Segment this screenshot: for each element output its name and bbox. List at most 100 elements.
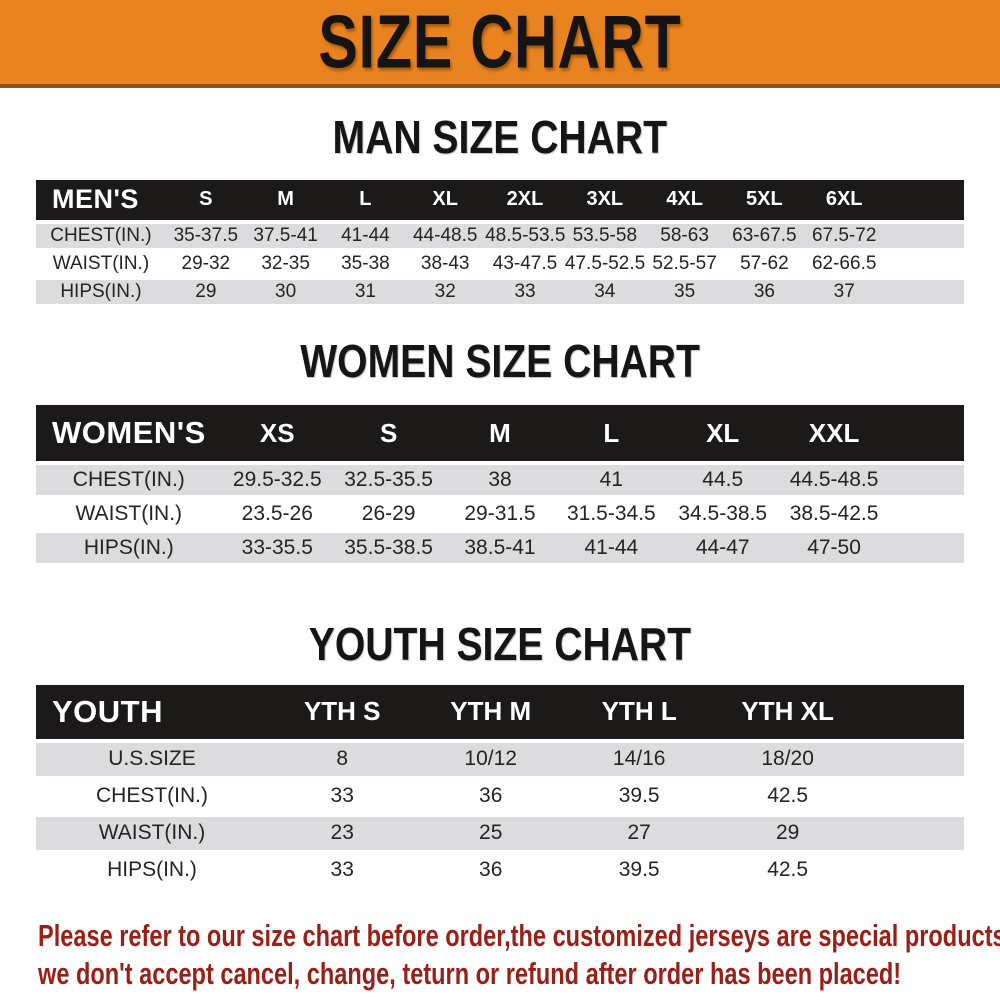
- size-value: 38-43: [405, 251, 486, 276]
- size-value: 34.5-38.5: [667, 499, 779, 530]
- row-filler-cell: [884, 279, 964, 304]
- size-value: 23.5-26: [221, 499, 333, 530]
- size-value: 39.5: [564, 853, 714, 887]
- row-filler-cell: [889, 465, 964, 496]
- banner: SIZE CHART: [0, 0, 1000, 88]
- size-column-header: M: [444, 405, 556, 462]
- size-value: 47.5-52.5: [564, 251, 646, 276]
- size-value: 58-63: [644, 223, 725, 248]
- size-value: 25: [416, 816, 565, 850]
- size-value: 36: [724, 279, 805, 304]
- women-size-chart-section: WOMEN SIZE CHART WOMEN'S XS S M L XL XXL CHEST(…: [0, 335, 1000, 568]
- banner-title: SIZE CHART: [318, 0, 682, 84]
- measurement-label: CHEST(IN.): [36, 779, 268, 813]
- size-column-header: XL: [405, 179, 486, 220]
- size-value: 41: [555, 465, 668, 496]
- size-column-header: M: [245, 179, 326, 220]
- size-value: 47-50: [778, 533, 890, 564]
- measurement-label: HIPS(IN.): [36, 853, 268, 887]
- table-group-label: MEN'S: [36, 179, 166, 220]
- size-value: 8: [268, 742, 417, 776]
- header-filler-cell: [889, 405, 964, 462]
- youth-size-table: YOUTH YTH S YTH M YTH L YTH XL U.S.SIZE 8 10/12…: [36, 681, 964, 891]
- size-row: WAIST(IN.) 23.5-26 26-29 29-31.5 31.5-34.5 34…: [36, 499, 964, 530]
- size-value: 35.5-38.5: [332, 533, 445, 564]
- size-value: 38: [444, 465, 556, 496]
- size-row: WAIST(IN.) 29-32 32-35 35-38 38-43 43-47.5 47.…: [36, 251, 964, 276]
- size-row: HIPS(IN.) 33 36 39.5 42.5: [36, 853, 964, 887]
- size-column-header: 5XL: [724, 179, 805, 220]
- man-size-table: MEN'S S M L XL 2XL 3XL 4XL 5XL 6XL CHEST(IN.) 35-37…: [36, 176, 964, 308]
- measurement-label: WAIST(IN.): [36, 499, 222, 530]
- size-value: 31: [325, 279, 406, 304]
- size-row: U.S.SIZE 8 10/12 14/16 18/20: [36, 742, 964, 776]
- size-value: 44-47: [667, 533, 779, 564]
- youth-size-chart-title: YOUTH SIZE CHART: [308, 618, 692, 671]
- size-column-header: XXL: [778, 405, 890, 462]
- size-column-header: YTH M: [416, 684, 565, 739]
- size-value: 18/20: [713, 742, 862, 776]
- size-value: 41-44: [325, 223, 406, 248]
- size-value: 29-32: [165, 251, 246, 276]
- size-value: 32-35: [245, 251, 326, 276]
- disclaimer-line-2: we don't accept cancel, change, teturn o…: [38, 955, 902, 991]
- man-size-chart-section: MAN SIZE CHART MEN'S S M L XL 2XL 3XL 4XL 5XL 6XL…: [0, 111, 1000, 308]
- size-value: 35-38: [325, 251, 406, 276]
- row-filler-cell: [884, 251, 964, 276]
- header-row: YOUTH YTH S YTH M YTH L YTH XL: [36, 684, 964, 739]
- size-row: WAIST(IN.) 23 25 27 29: [36, 816, 964, 850]
- header-filler-cell: [884, 179, 964, 220]
- size-value: 32: [405, 279, 486, 304]
- table-group-label: WOMEN'S: [36, 405, 222, 462]
- size-value: 33: [268, 779, 417, 813]
- measurement-label: WAIST(IN.): [36, 251, 166, 276]
- size-value: 23: [268, 816, 417, 850]
- row-filler-cell: [889, 499, 964, 530]
- measurement-label: WAIST(IN.): [36, 816, 268, 850]
- size-value: 42.5: [713, 779, 862, 813]
- size-column-header: 4XL: [644, 179, 725, 220]
- header-row: WOMEN'S XS S M L XL XXL: [36, 405, 964, 462]
- size-value: 32.5-35.5: [332, 465, 445, 496]
- size-value: 36: [416, 779, 565, 813]
- size-value: 63-67.5: [724, 223, 805, 248]
- size-value: 29-31.5: [444, 499, 556, 530]
- measurement-label: CHEST(IN.): [36, 465, 222, 496]
- size-value: 27: [564, 816, 714, 850]
- size-value: 29: [165, 279, 246, 304]
- size-value: 35-37.5: [165, 223, 246, 248]
- size-value: 37: [804, 279, 885, 304]
- disclaimer: Please refer to our size chart before or…: [0, 917, 1000, 993]
- row-filler-cell: [861, 779, 964, 813]
- size-value: 29: [713, 816, 862, 850]
- man-size-chart-title: MAN SIZE CHART: [332, 111, 668, 163]
- size-value: 38.5-41: [444, 533, 556, 564]
- size-value: 10/12: [416, 742, 565, 776]
- size-value: 33: [268, 853, 417, 887]
- measurement-label: U.S.SIZE: [36, 742, 268, 776]
- size-value: 37.5-41: [245, 223, 326, 248]
- size-value: 67.5-72: [804, 223, 885, 248]
- row-filler-cell: [861, 742, 964, 776]
- row-filler-cell: [884, 223, 964, 248]
- table-group-label: YOUTH: [36, 684, 268, 739]
- size-column-header: 3XL: [564, 179, 645, 220]
- size-value: 29.5-32.5: [221, 465, 333, 496]
- size-column-header: 6XL: [804, 179, 885, 220]
- size-column-header: S: [332, 405, 445, 462]
- header-filler-cell: [861, 684, 964, 739]
- size-value: 53.5-58: [564, 223, 645, 248]
- size-value: 57-62: [724, 251, 805, 276]
- size-row: CHEST(IN.) 29.5-32.5 32.5-35.5 38 41 44.5 44.5…: [36, 465, 964, 496]
- size-value: 33: [485, 279, 565, 304]
- size-value: 35: [644, 279, 725, 304]
- row-filler-cell: [889, 533, 964, 564]
- size-column-header: YTH XL: [713, 684, 862, 739]
- row-filler-cell: [861, 853, 964, 887]
- size-value: 33-35.5: [221, 533, 333, 564]
- size-column-header: YTH S: [268, 684, 417, 739]
- size-value: 30: [245, 279, 326, 304]
- size-value: 41-44: [555, 533, 668, 564]
- size-row: HIPS(IN.) 33-35.5 35.5-38.5 38.5-41 41-44 44-…: [36, 533, 964, 564]
- size-value: 26-29: [332, 499, 445, 530]
